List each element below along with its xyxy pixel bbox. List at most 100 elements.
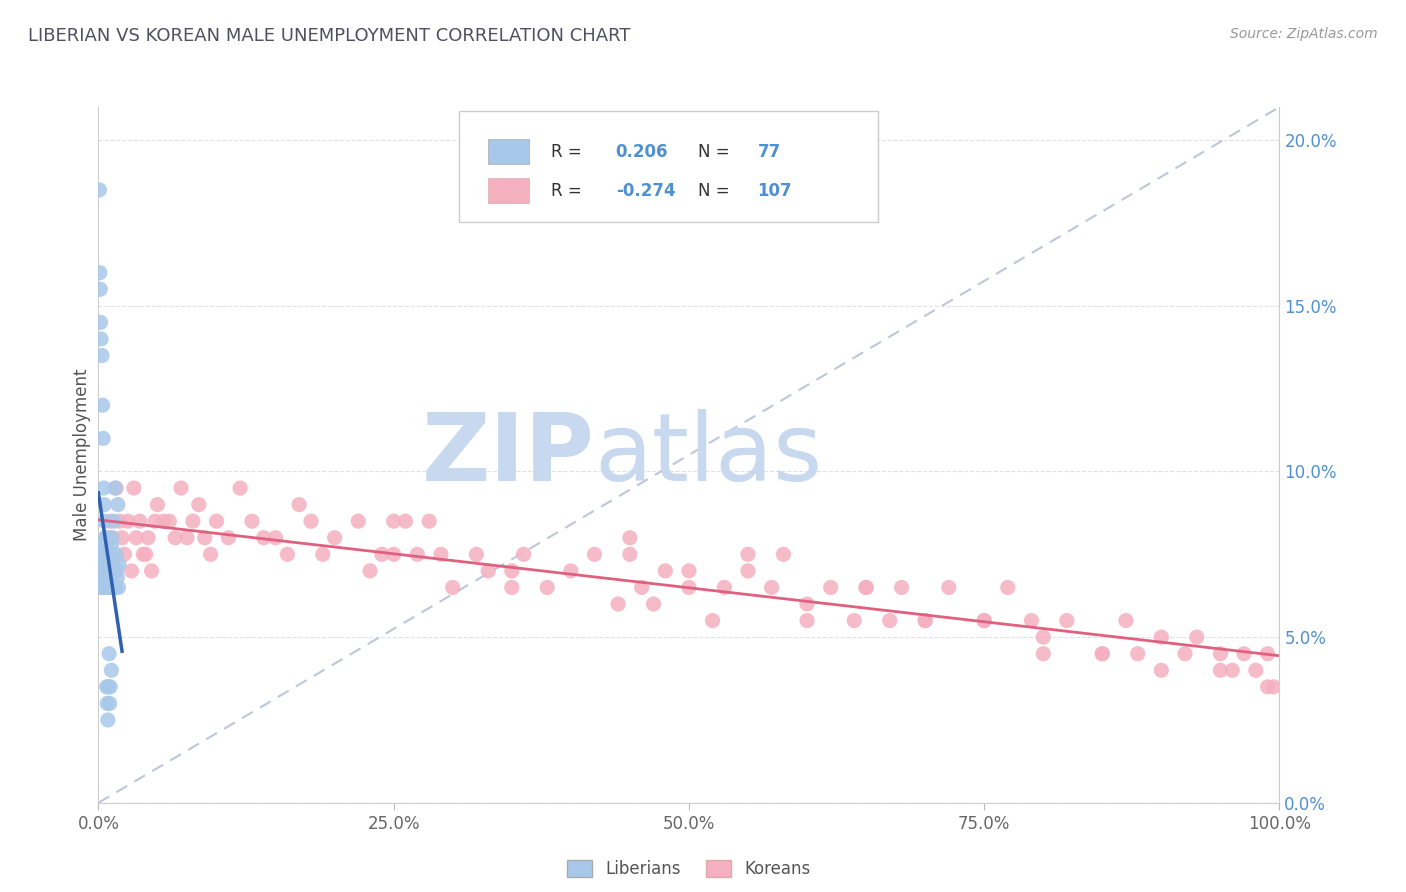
Point [89, 183, 111, 197]
Point [96, 547, 118, 561]
Point [170, 481, 193, 495]
Point [702, 614, 724, 628]
Point [96, 531, 118, 545]
Point [630, 581, 652, 595]
Point [121, 564, 143, 578]
Point [501, 564, 523, 578]
Text: R =: R = [551, 143, 586, 161]
Point [93, 570, 115, 584]
Point [90, 332, 112, 346]
Point [96, 697, 118, 711]
Point [97, 570, 120, 584]
Point [465, 547, 488, 561]
Point [96, 558, 118, 572]
Text: 0.206: 0.206 [616, 143, 668, 161]
Point [112, 547, 135, 561]
Point [103, 564, 125, 578]
Point [98, 581, 121, 595]
Point [91, 581, 114, 595]
Point [90, 564, 112, 578]
Point [1209, 647, 1232, 661]
Point [117, 514, 139, 528]
Point [997, 581, 1019, 595]
Point [1263, 680, 1285, 694]
Point [96, 581, 118, 595]
Point [97, 680, 120, 694]
Point [371, 547, 394, 561]
Point [1115, 614, 1137, 628]
Point [1056, 614, 1078, 628]
Point [938, 581, 960, 595]
Point [796, 597, 818, 611]
Text: Source: ZipAtlas.com: Source: ZipAtlas.com [1230, 27, 1378, 41]
Point [713, 581, 735, 595]
Point [583, 547, 606, 561]
Point [382, 547, 405, 561]
Point [135, 547, 157, 561]
Point [94, 570, 117, 584]
Point [90, 564, 112, 578]
Point [855, 581, 877, 595]
Point [97, 547, 120, 561]
Point [91, 431, 114, 445]
Point [98, 564, 121, 578]
Point [1174, 647, 1197, 661]
Point [288, 498, 311, 512]
Point [187, 498, 209, 512]
Point [108, 558, 131, 572]
Point [98, 647, 121, 661]
Point [217, 531, 239, 545]
Point [347, 514, 370, 528]
Point [93, 564, 115, 578]
Point [101, 558, 124, 572]
Point [678, 581, 700, 595]
Point [125, 531, 148, 545]
Point [382, 514, 405, 528]
Point [678, 564, 700, 578]
Point [97, 564, 120, 578]
Point [101, 581, 124, 595]
Point [607, 597, 630, 611]
Point [761, 581, 783, 595]
Point [772, 547, 794, 561]
Point [253, 531, 276, 545]
Point [103, 564, 125, 578]
Point [97, 558, 120, 572]
Point [104, 581, 127, 595]
Point [105, 481, 128, 495]
Point [477, 564, 499, 578]
Point [536, 581, 558, 595]
Point [107, 498, 129, 512]
Point [157, 514, 180, 528]
Point [152, 514, 174, 528]
Point [100, 537, 122, 551]
Point [101, 531, 124, 545]
Point [90, 547, 112, 561]
Point [128, 514, 150, 528]
Point [94, 564, 117, 578]
Point [973, 614, 995, 628]
Point [205, 514, 228, 528]
Point [96, 680, 118, 694]
Point [136, 531, 159, 545]
Point [619, 531, 641, 545]
Text: N =: N = [699, 143, 735, 161]
Point [89, 570, 111, 584]
Point [100, 663, 122, 677]
Point [1091, 647, 1114, 661]
Point [359, 564, 381, 578]
Point [176, 531, 198, 545]
Point [737, 547, 759, 561]
Point [91, 558, 114, 572]
FancyBboxPatch shape [488, 178, 530, 202]
Point [91, 547, 114, 561]
Text: 77: 77 [758, 143, 780, 161]
Point [1150, 663, 1173, 677]
Point [240, 514, 263, 528]
Point [93, 581, 115, 595]
Point [1233, 647, 1256, 661]
FancyBboxPatch shape [488, 139, 530, 164]
Point [879, 614, 901, 628]
Point [855, 581, 877, 595]
Point [89, 266, 111, 280]
